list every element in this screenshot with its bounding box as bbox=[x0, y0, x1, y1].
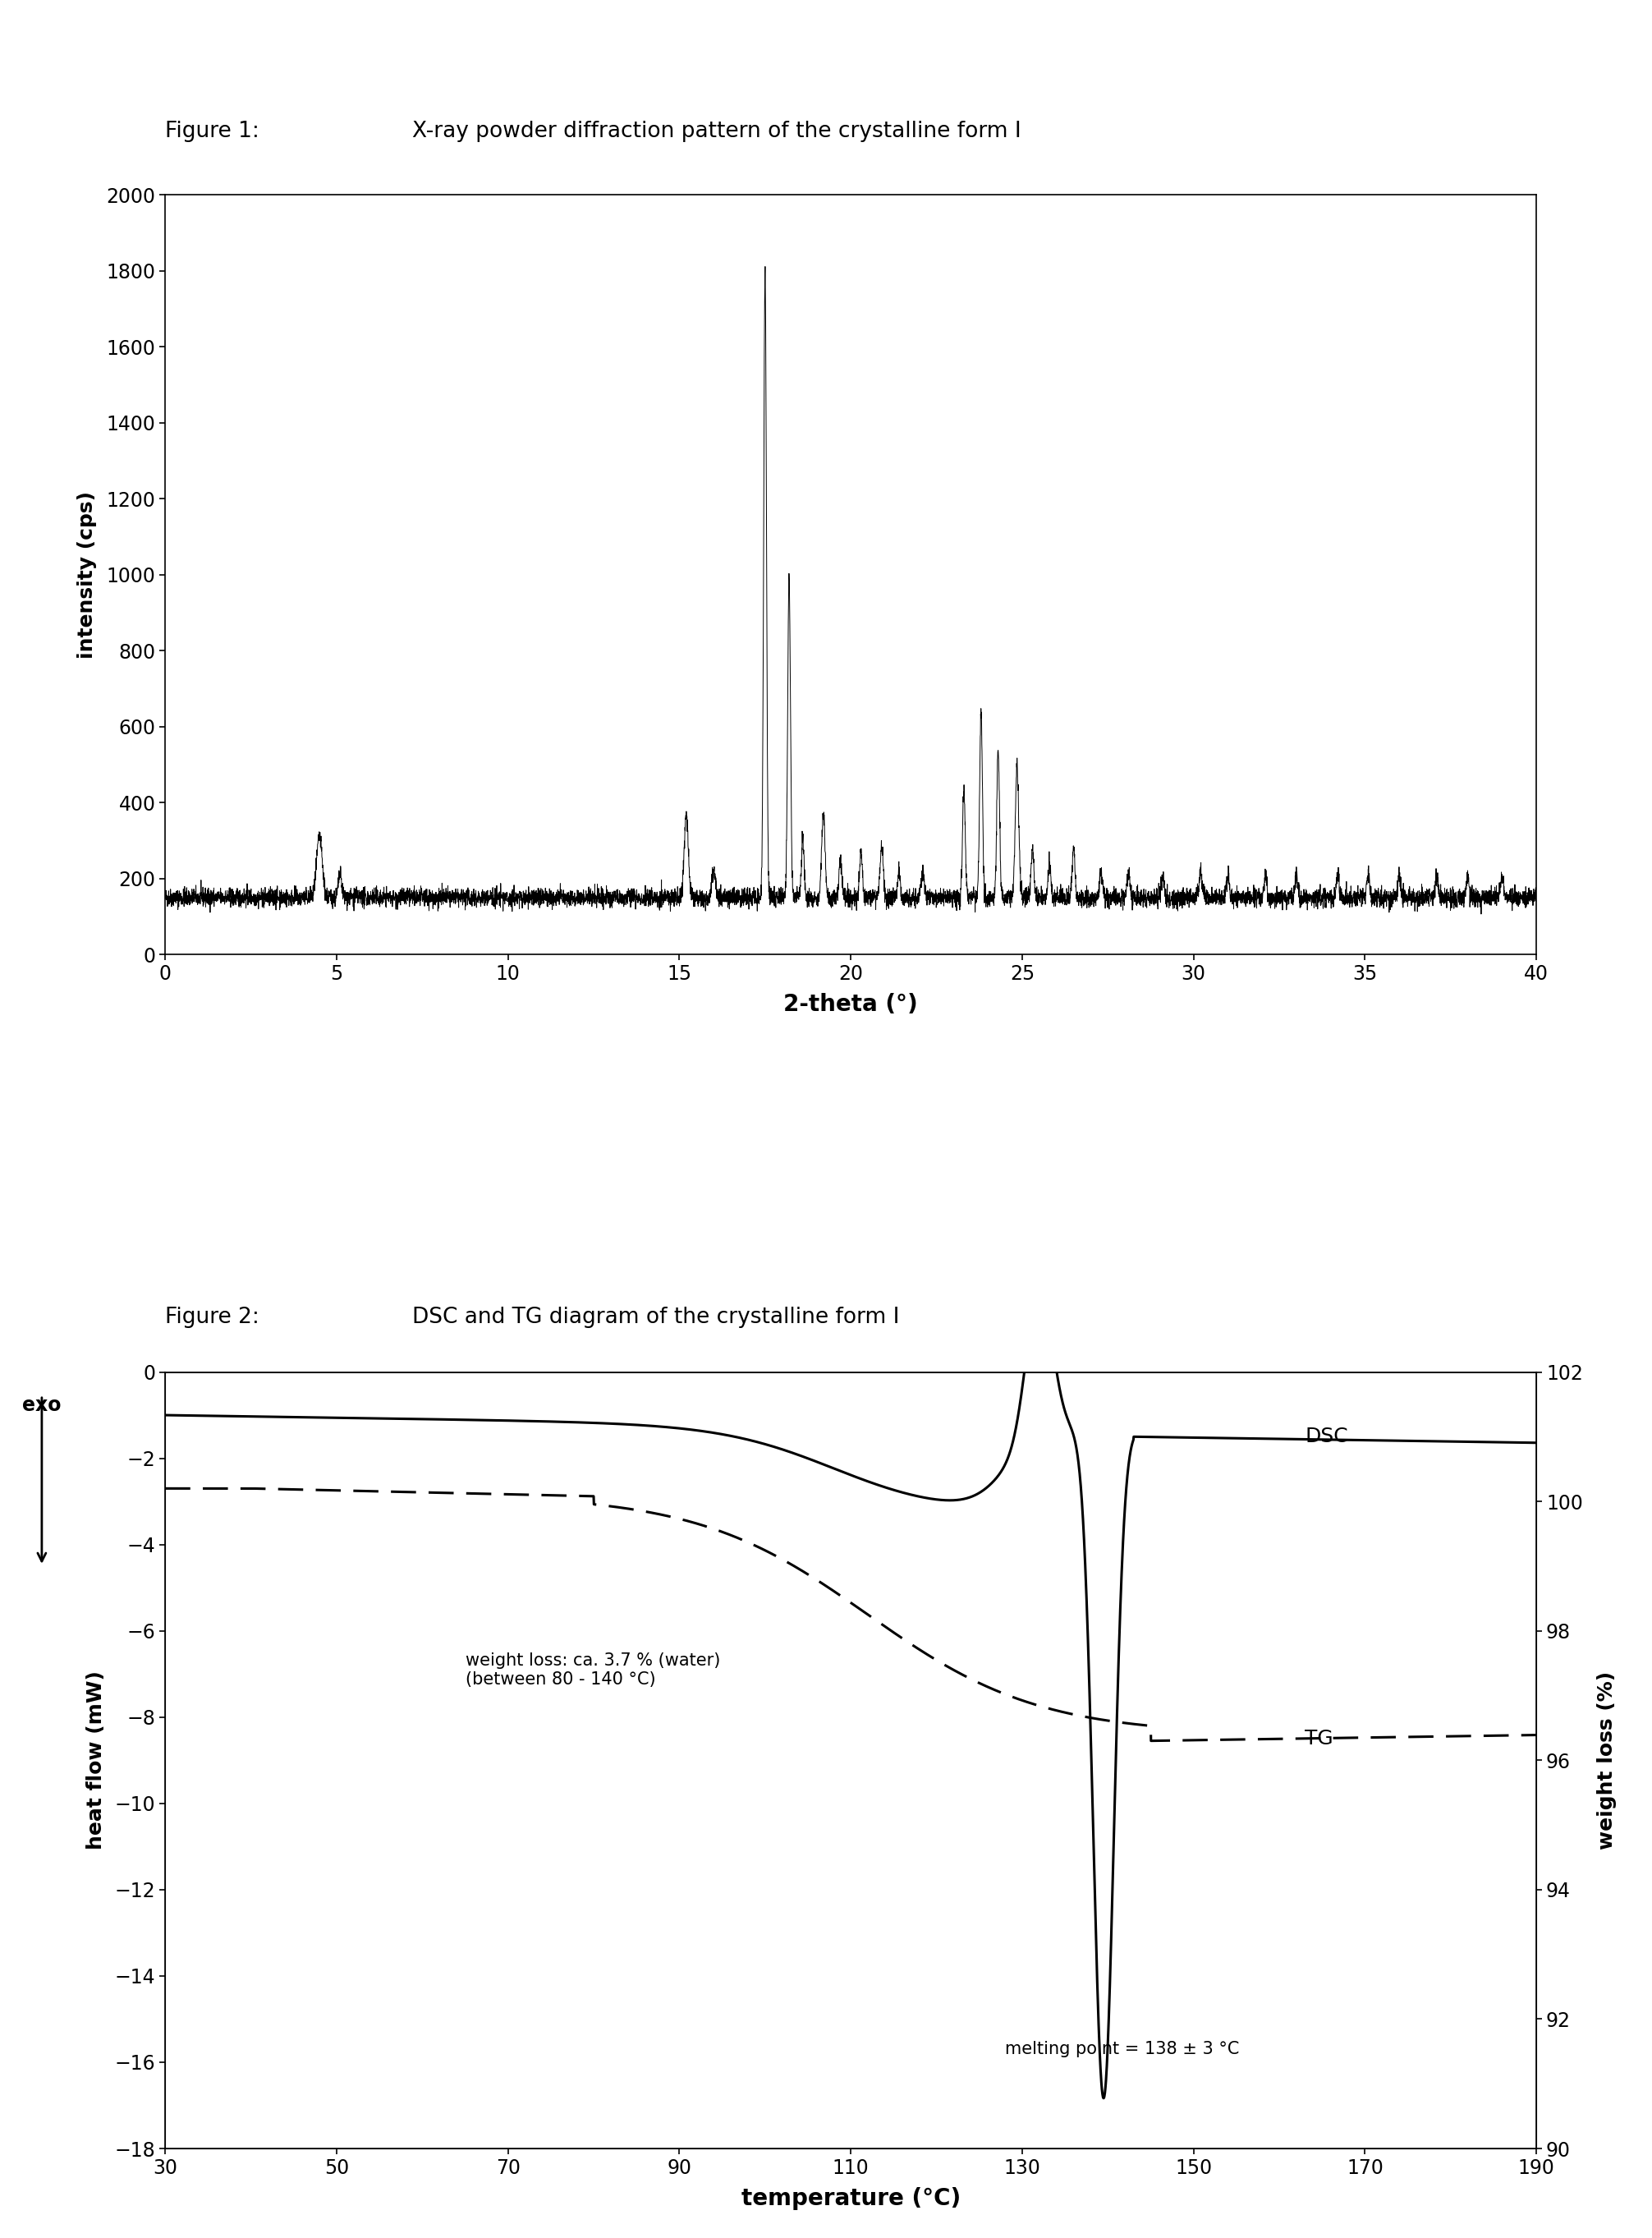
Y-axis label: weight loss (%): weight loss (%) bbox=[1596, 1672, 1616, 1849]
Y-axis label: heat flow (mW): heat flow (mW) bbox=[86, 1672, 106, 1849]
X-axis label: temperature (°C): temperature (°C) bbox=[742, 2187, 960, 2209]
Text: DSC: DSC bbox=[1305, 1428, 1348, 1446]
Text: Figure 1:: Figure 1: bbox=[165, 121, 259, 143]
Text: TG: TG bbox=[1305, 1728, 1333, 1748]
Text: exo: exo bbox=[21, 1394, 61, 1414]
Text: DSC and TG diagram of the crystalline form I: DSC and TG diagram of the crystalline fo… bbox=[411, 1307, 899, 1327]
X-axis label: 2-theta (°): 2-theta (°) bbox=[783, 994, 919, 1016]
Text: weight loss: ca. 3.7 % (water)
(between 80 - 140 °C): weight loss: ca. 3.7 % (water) (between … bbox=[466, 1652, 720, 1687]
Text: melting point = 138 ± 3 °C: melting point = 138 ± 3 °C bbox=[1004, 2041, 1239, 2057]
Y-axis label: intensity (cps): intensity (cps) bbox=[78, 490, 97, 658]
Text: X-ray powder diffraction pattern of the crystalline form I: X-ray powder diffraction pattern of the … bbox=[411, 121, 1021, 143]
Text: Figure 2:: Figure 2: bbox=[165, 1307, 259, 1327]
